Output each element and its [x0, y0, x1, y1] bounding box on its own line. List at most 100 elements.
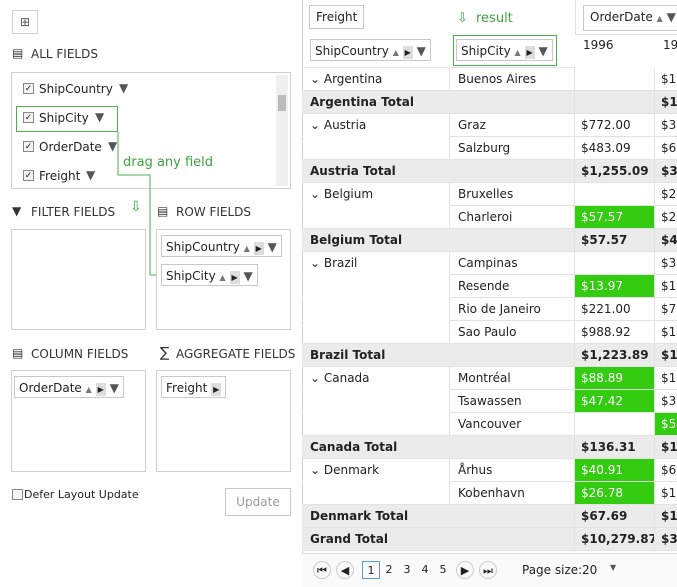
- page-number[interactable]: 5: [439, 563, 447, 576]
- value-cell: $13.97: [575, 275, 655, 298]
- divider: [302, 0, 303, 587]
- sort-icon[interactable]: ▲: [219, 273, 226, 282]
- value-cell: $1: [655, 68, 677, 91]
- field-button[interactable]: OrderDate ▲ ▼: [583, 5, 677, 31]
- row-header: ⌄ Argentina: [302, 68, 450, 91]
- page-number[interactable]: 3: [403, 563, 411, 576]
- row-header: [302, 275, 450, 298]
- annotation: result: [476, 11, 513, 26]
- checkbox[interactable]: ✓: [23, 112, 34, 123]
- page-number[interactable]: 2: [385, 563, 393, 576]
- value-cell: $3,: [655, 160, 677, 183]
- field-button[interactable]: Freight: [309, 5, 365, 29]
- row-header: [302, 298, 450, 321]
- checkbox[interactable]: ✓: [23, 141, 34, 152]
- value-cell: $136.31: [575, 436, 655, 459]
- value-cell: [575, 68, 655, 91]
- sort-icon[interactable]: ▲: [514, 48, 521, 57]
- aggregate-box: Freight ▶: [156, 370, 291, 472]
- scroll-thumb[interactable]: [278, 95, 286, 111]
- field-chip[interactable]: ShipCity ▲ ▶ ▼: [161, 264, 258, 286]
- filter-icon[interactable]: ▼: [86, 168, 96, 182]
- checkbox[interactable]: ✓: [23, 83, 34, 94]
- filter-icon[interactable]: ▼: [538, 44, 548, 58]
- filter-icon[interactable]: ▼: [267, 240, 277, 254]
- filter-box: [11, 229, 146, 330]
- field-chip[interactable]: Freight ▶: [161, 376, 227, 398]
- field-chip[interactable]: ShipCountry ▲ ▶ ▼: [310, 39, 431, 61]
- update-button[interactable]: Update: [225, 488, 291, 516]
- field-chip[interactable]: OrderDate ▲ ▶ ▼: [14, 376, 124, 398]
- filter-icon[interactable]: ▼: [109, 381, 119, 395]
- move-icon[interactable]: ▶: [524, 46, 535, 59]
- row-header: [302, 206, 450, 229]
- total-row-header: Austria Total: [302, 160, 575, 183]
- move-icon[interactable]: ▶: [211, 383, 222, 396]
- value-cell: $1: [655, 91, 677, 114]
- value-cell: $221.00: [575, 298, 655, 321]
- filter-icon[interactable]: ▼: [119, 81, 129, 95]
- value-cell: $1,: [655, 344, 677, 367]
- field-label[interactable]: ShipCity: [39, 111, 89, 125]
- row-box: ShipCountry ▲ ▶ ▼ ShipCity ▲ ▶ ▼: [156, 229, 291, 330]
- filter-icon[interactable]: ▼: [108, 139, 118, 153]
- pager-nav[interactable]: ▶: [456, 561, 474, 579]
- value-cell: $62: [655, 137, 677, 160]
- highlight-box: [16, 106, 118, 132]
- sort-icon[interactable]: ▲: [243, 244, 250, 253]
- field-label[interactable]: OrderDate: [39, 140, 102, 154]
- field-label: ShipCity: [461, 44, 511, 58]
- row-header: ⌄ Brazil: [302, 252, 450, 275]
- highlight-box: [453, 35, 557, 66]
- value-cell: $67.69: [575, 505, 655, 528]
- move-icon[interactable]: ▶: [95, 383, 106, 396]
- page-number[interactable]: 4: [421, 563, 429, 576]
- value-cell: $5.: [655, 413, 677, 436]
- value-cell: [575, 183, 655, 206]
- checkbox[interactable]: ✓: [23, 170, 34, 181]
- row-header: [302, 482, 450, 505]
- field-chip[interactable]: ShipCity ▲ ▶ ▼: [456, 39, 553, 61]
- scrollbar[interactable]: [276, 75, 288, 186]
- move-icon[interactable]: ▶: [253, 242, 264, 255]
- row-header: ⌄ Belgium: [302, 183, 450, 206]
- column-header-cell: [575, 0, 677, 35]
- column-header: 1996: [583, 38, 614, 52]
- move-icon[interactable]: ▶: [402, 46, 413, 59]
- value-cell: $772.00: [575, 114, 655, 137]
- row-header: Campinas: [450, 252, 575, 275]
- pager-nav[interactable]: ⏮: [313, 561, 331, 579]
- field-label[interactable]: Freight: [39, 169, 81, 183]
- filter-icon[interactable]: ▼: [95, 110, 105, 124]
- field-label: ShipCountry: [166, 240, 240, 254]
- annotation: drag any field: [123, 155, 214, 170]
- value-cell: $22: [655, 183, 677, 206]
- filter-icon[interactable]: ▼: [243, 269, 253, 283]
- field-chip[interactable]: ShipCountry ▲ ▶ ▼: [161, 235, 282, 257]
- layout-button[interactable]: ⊞: [12, 10, 38, 34]
- value-cell: $1,255.09: [575, 160, 655, 183]
- row-header: ⌄ Canada: [302, 367, 450, 390]
- sort-icon[interactable]: ▲: [392, 48, 399, 57]
- value-cell: $23: [655, 206, 677, 229]
- section-title: FILTER FIELDS: [31, 205, 116, 219]
- checkbox-label: Defer Layout Update: [24, 488, 139, 501]
- icon: ▤: [157, 204, 169, 218]
- field-label[interactable]: ShipCountry: [39, 82, 113, 96]
- page-number[interactable]: 1: [362, 561, 380, 579]
- dropdown-icon[interactable]: ▼: [610, 563, 617, 572]
- checkbox[interactable]: [12, 489, 23, 500]
- pager-nav[interactable]: ◀: [336, 561, 354, 579]
- filter-icon[interactable]: ▼: [416, 44, 426, 58]
- connector: [117, 132, 158, 276]
- sort-icon[interactable]: ▲: [85, 385, 92, 394]
- pager-nav[interactable]: ⏭: [479, 561, 497, 579]
- move-icon[interactable]: ▶: [229, 271, 240, 284]
- page-size[interactable]: 20: [582, 563, 598, 577]
- row-header: Salzburg: [450, 137, 575, 160]
- value-cell: $47.42: [575, 390, 655, 413]
- row-header: Bruxelles: [450, 183, 575, 206]
- field-label: ShipCity: [166, 269, 216, 283]
